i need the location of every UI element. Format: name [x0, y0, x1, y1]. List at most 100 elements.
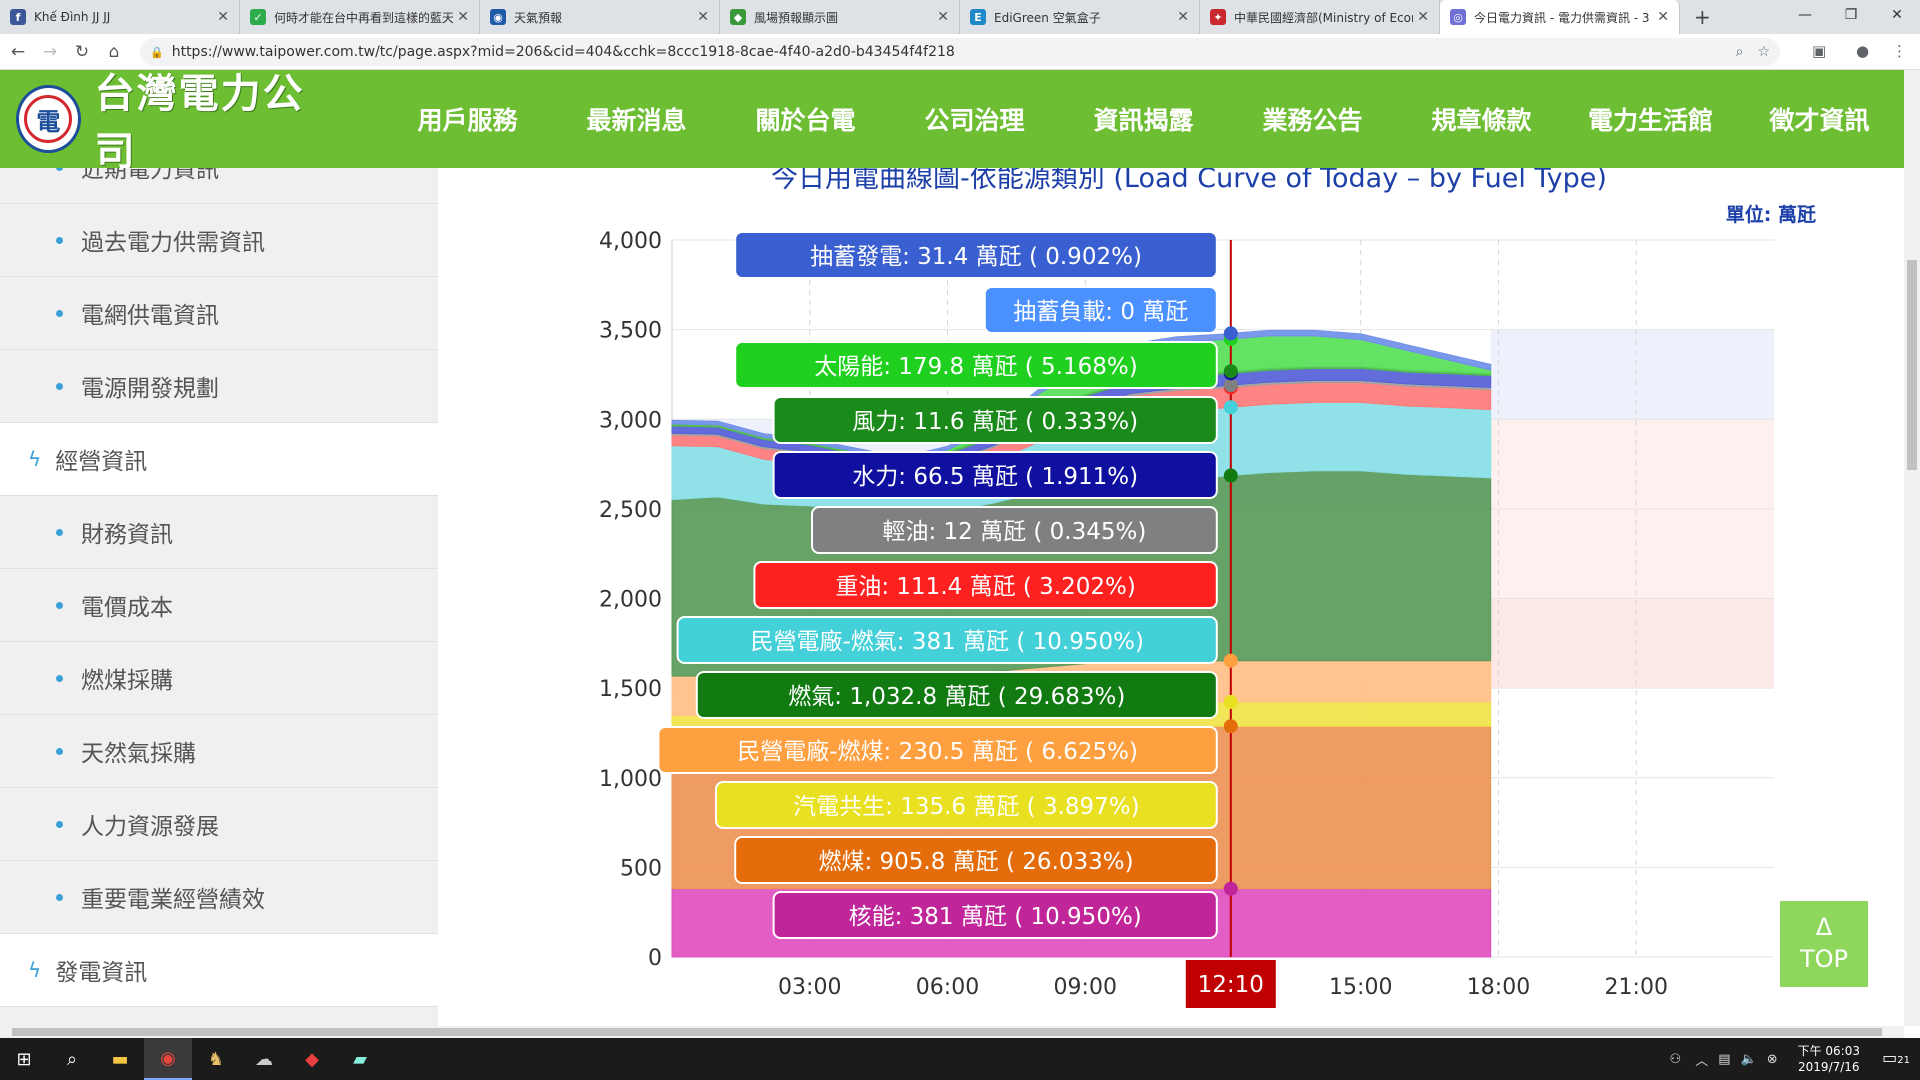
load-curve-chart: 0 500 1,000 1,500 2,000 2,500 3,000 3,500 4,000 0… — [599, 229, 1774, 1008]
tab-favicon-icon: ◎ — [1450, 9, 1466, 25]
people-icon[interactable]: ⚇ — [1669, 1051, 1682, 1067]
tooltip-label: 重油: 111.4 萬瓩 ( 3.202%) — [753, 561, 1218, 609]
vertical-scroll-thumb[interactable] — [1907, 260, 1917, 470]
tab-favicon-icon: f — [10, 9, 26, 25]
tooltip-text: 太陽能: 179.8 萬瓩 ( 5.168%) — [814, 354, 1137, 380]
bullet-icon — [56, 168, 63, 171]
sidebar-item[interactable]: ϟ 經營資訊 — [0, 423, 438, 496]
sidebar-item[interactable]: 燃煤採購 — [0, 642, 438, 715]
site-logo[interactable]: 電 台灣電力公司 — [16, 61, 333, 177]
network-icon[interactable]: ▤ — [1718, 1051, 1731, 1067]
nav-item[interactable]: 資訊揭露 — [1093, 106, 1194, 135]
sidebar-item[interactable]: 電源開發規劃 — [0, 350, 438, 423]
app-icon-3[interactable]: ◆ — [305, 1048, 319, 1070]
extension-icon[interactable]: ▣ — [1812, 42, 1827, 60]
windows-start-icon[interactable]: ⊞ — [16, 1048, 32, 1070]
sidebar-item-label: 近期電力資訊 — [81, 168, 219, 183]
tab-title: EdiGreen 空氣盒子 — [994, 10, 1101, 25]
x-tick-label: 09:00 — [1054, 975, 1117, 1000]
browser-tab[interactable]: ◆ 風場預報顯示圖 ✕ — [720, 0, 960, 34]
tooltip-box — [772, 451, 1218, 499]
vertical-scrollbar[interactable] — [1904, 70, 1920, 1026]
series-point — [1223, 468, 1238, 483]
back-to-top-button[interactable]: Δ TOP — [1780, 901, 1868, 987]
browser-tab[interactable]: ◎ 今日電力資訊 - 電力供需資訊 - 3 ✕ — [1440, 0, 1680, 34]
nav-item[interactable]: 電力生活館 — [1587, 106, 1713, 135]
forward-icon[interactable]: → — [42, 41, 58, 62]
menu-kebab-icon[interactable]: ⋮ — [1892, 42, 1907, 60]
file-explorer-icon[interactable]: ▬ — [111, 1048, 129, 1070]
browser-tab[interactable]: E EdiGreen 空氣盒子 ✕ — [960, 0, 1200, 34]
chart-title: 今日用電曲線圖-依能源類別 (Load Curve of Today – by … — [771, 168, 1607, 194]
browser-tab[interactable]: f Khế Đình JJ JJ ✕ — [0, 0, 240, 34]
nav-item[interactable]: 徵才資訊 — [1769, 106, 1870, 135]
notification-icon[interactable]: ▭21 — [1882, 1048, 1910, 1067]
chrome-icon[interactable]: ◉ — [144, 1038, 192, 1080]
tab-close-icon[interactable]: ✕ — [1417, 9, 1429, 25]
sidebar-item[interactable]: 人力資源發展 — [0, 788, 438, 861]
tooltip-text: 抽蓄發電: 31.4 萬瓩 ( 0.902%) — [810, 244, 1142, 270]
nav-item[interactable]: 關於台電 — [755, 106, 856, 135]
tooltip-label: 抽蓄負載: 0 萬瓩 — [983, 286, 1218, 334]
browser-tab[interactable]: ◉ 天氣預報 ✕ — [480, 0, 720, 34]
tab-close-icon[interactable]: ✕ — [1657, 9, 1669, 25]
sidebar-item[interactable]: 電網供電資訊 — [0, 277, 438, 350]
tooltip-box — [715, 781, 1218, 829]
series-point — [1223, 400, 1238, 415]
new-tab-button[interactable]: + — [1694, 5, 1711, 29]
reload-icon[interactable]: ↻ — [74, 41, 90, 62]
sidebar-item[interactable]: 重要電業經營績效 — [0, 861, 438, 934]
sidebar-item-label: 天然氣採購 — [81, 741, 196, 767]
windows-taskbar: ⊞ ⌕ ▬ ◉ ♞ ☁ ◆ ▰ ⚇ ︿ ▤ 🔈 ⊗ 下午 06:03 2019/… — [0, 1038, 1920, 1080]
sidebar-item[interactable]: 財務資訊 — [0, 496, 438, 569]
horizontal-scroll-thumb[interactable] — [12, 1028, 1882, 1036]
nav-item[interactable]: 公司治理 — [924, 106, 1025, 135]
tab-favicon-icon: ✦ — [1210, 9, 1226, 25]
tooltip-label: 汽電共生: 135.6 萬瓩 ( 3.897%) — [715, 781, 1218, 829]
tooltip-label: 太陽能: 179.8 萬瓩 ( 5.168%) — [734, 341, 1218, 389]
tooltip-label: 抽蓄發電: 31.4 萬瓩 ( 0.902%) — [734, 231, 1218, 279]
chevron-up-icon[interactable]: ︿ — [1695, 1053, 1709, 1069]
nav-item[interactable]: 用戶服務 — [417, 106, 518, 135]
minimize-icon[interactable]: — — [1798, 7, 1812, 23]
series-point — [1223, 326, 1238, 341]
volume-icon[interactable]: 🔈 — [1740, 1051, 1757, 1067]
search-icon[interactable]: ⌕ — [66, 1048, 78, 1070]
profile-icon[interactable]: ● — [1856, 42, 1870, 60]
tab-title: 風場預報顯示圖 — [754, 10, 839, 25]
tab-close-icon[interactable]: ✕ — [457, 9, 469, 25]
app-icon-4[interactable]: ▰ — [353, 1048, 367, 1070]
input-method-icon[interactable]: ⊗ — [1766, 1051, 1778, 1067]
restore-icon[interactable]: ❐ — [1844, 7, 1858, 23]
clock[interactable]: 下午 06:03 2019/7/16 — [1798, 1043, 1860, 1075]
close-window-icon[interactable]: ✕ — [1891, 7, 1903, 23]
browser-tab[interactable]: ✓ 何時才能在台中再看到這樣的藍天 ✕ — [240, 0, 480, 34]
nav-item[interactable]: 業務公告 — [1262, 106, 1363, 135]
tooltip-text: 燃氣: 1,032.8 萬瓩 ( 29.683%) — [788, 684, 1125, 710]
tab-close-icon[interactable]: ✕ — [697, 9, 709, 25]
tab-close-icon[interactable]: ✕ — [217, 9, 229, 25]
sidebar-item[interactable]: 近期電力資訊 — [0, 168, 438, 204]
app-icon-1[interactable]: ♞ — [207, 1048, 225, 1070]
reserve-band — [1490, 688, 1774, 957]
sidebar-item[interactable]: ϟ 發電資訊 — [0, 934, 438, 1007]
nav-item[interactable]: 最新消息 — [586, 106, 687, 135]
horizontal-scrollbar[interactable] — [0, 1026, 1904, 1038]
tab-close-icon[interactable]: ✕ — [937, 9, 949, 25]
address-bar[interactable]: 🔒 https://www.taipower.com.tw/tc/page.as… — [140, 38, 1780, 66]
sidebar-item[interactable]: 天然氣採購 — [0, 715, 438, 788]
sidebar-item[interactable]: 電價成本 — [0, 569, 438, 642]
sidebar-item[interactable]: 過去電力供需資訊 — [0, 204, 438, 277]
zoom-icon[interactable]: ⌕ — [1735, 44, 1744, 60]
bookmark-star-icon[interactable]: ☆ — [1757, 44, 1770, 60]
sidebar-item-label: 重要電業經營績效 — [81, 887, 265, 913]
tooltip-label: 輕油: 12 萬瓩 ( 0.345%) — [811, 506, 1218, 554]
app-icon-2[interactable]: ☁ — [255, 1048, 273, 1070]
back-icon[interactable]: ← — [10, 41, 26, 62]
nav-item[interactable]: 規章條款 — [1431, 106, 1532, 135]
tab-title: 何時才能在台中再看到這樣的藍天 — [274, 10, 454, 25]
browser-tab[interactable]: ✦ 中華民國經濟部(Ministry of Econ ✕ — [1200, 0, 1440, 34]
tooltip-text: 重油: 111.4 萬瓩 ( 3.202%) — [835, 574, 1135, 600]
home-icon[interactable]: ⌂ — [108, 41, 120, 62]
tab-close-icon[interactable]: ✕ — [1177, 9, 1189, 25]
